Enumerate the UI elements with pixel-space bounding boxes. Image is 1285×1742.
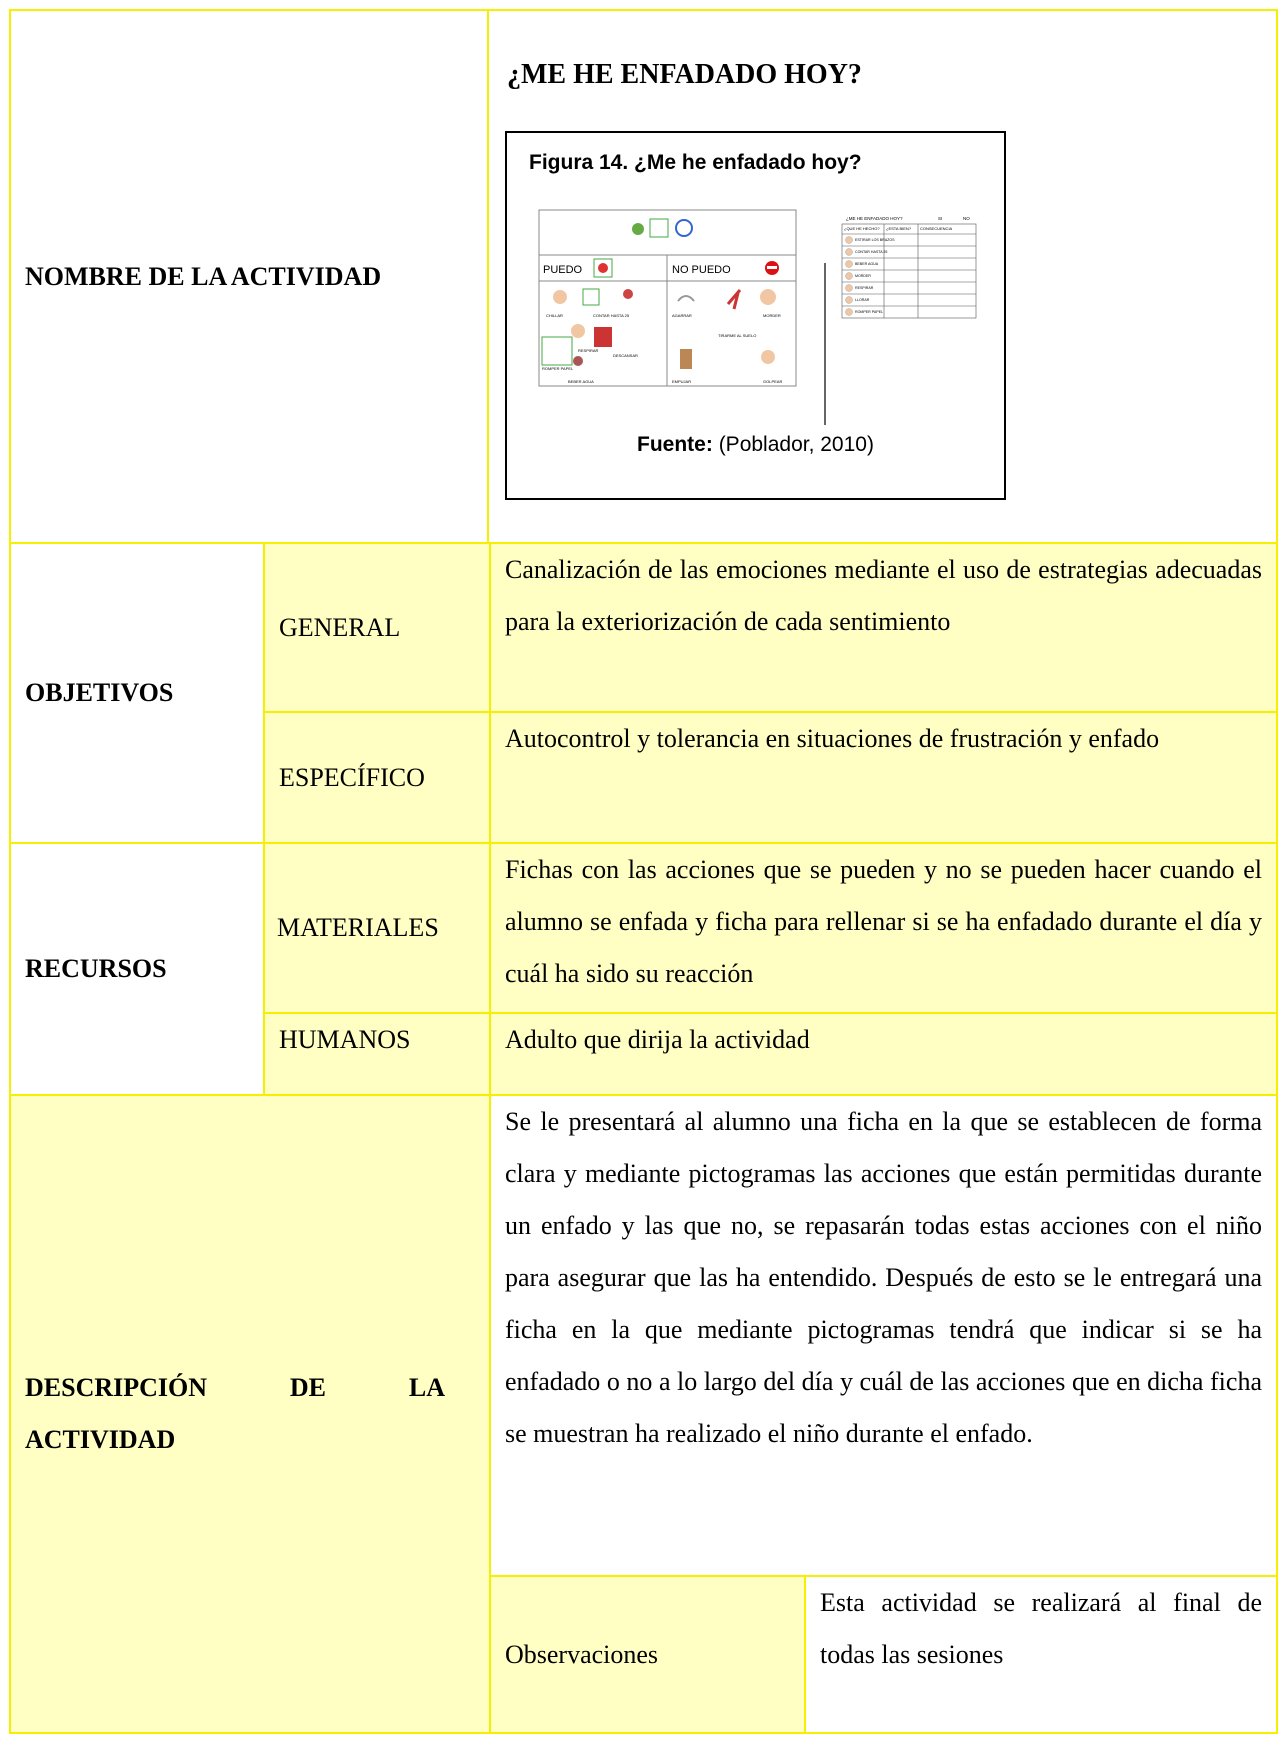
icon (680, 349, 692, 369)
icon (649, 218, 669, 238)
icon (594, 327, 612, 347)
description-label: DESCRIPCIÓN DE LA ACTIVIDAD (25, 1373, 445, 1454)
icon (845, 260, 853, 268)
sheet-row: ESTIRAR LOS BRAZOS (855, 238, 895, 242)
source-label: Fuente: (637, 433, 713, 456)
label-cell: NOMBRE DE LA ACTIVIDAD (9, 9, 489, 544)
icon (541, 336, 573, 366)
objectives-label: OBJETIVOS (25, 678, 174, 707)
figure-source: Fuente: (Poblador, 2010) (507, 433, 1004, 457)
specific-label: ESPECÍFICO (279, 762, 425, 792)
icon (761, 350, 775, 364)
sheet-grid (841, 223, 977, 319)
icon (632, 223, 644, 235)
icon (726, 289, 742, 310)
sub-label-cell: HUMANOS (263, 1012, 491, 1096)
sub-label-cell: GENERAL (263, 542, 491, 713)
record-sheet: ¿ME HE ENFADADO HOY? SI NO ¿QUE HE HECHO? ¿E… (841, 216, 977, 319)
pictogram-label: TIRARME AL SUELO (718, 333, 756, 338)
activity-title: ¿ME HE ENFADADO HOY? (507, 59, 862, 90)
pictogram-label: AGARRAR (672, 313, 692, 318)
sub-label-cell: MATERIALES (263, 842, 491, 1014)
icon (593, 258, 613, 278)
sheet-row: RESPIRAR (855, 286, 874, 290)
pictogram-label: RESPIRAR (578, 348, 599, 353)
pictogram-label: CHILLAR (546, 313, 563, 318)
notes-text: Esta actividad se realizará al final de … (820, 1588, 1262, 1669)
icon (845, 296, 853, 304)
sheet-row: CONTAR HASTA 25 (855, 250, 887, 254)
text-cell: Se le presentará al alumno una ficha en … (489, 1094, 1278, 1577)
notes-label: Observaciones (505, 1639, 659, 1669)
pictogram-label: BEBER AGUA (568, 379, 594, 384)
sheet-header: CONSECUENCIA (920, 226, 953, 231)
materials-label: MATERIALES (277, 913, 439, 942)
icon (845, 272, 853, 280)
pictogram-label: DESCANSAR (613, 353, 638, 358)
sheet-title: ¿ME HE ENFADADO HOY? (846, 216, 903, 221)
pictogram-label: EMPUJAR (672, 379, 691, 384)
icon (845, 284, 853, 292)
pictogram-label: GOLPEAR (763, 379, 782, 384)
materials-text: Fichas con las acciones que se pueden y … (505, 855, 1262, 988)
source: (Poblador, 2010) (718, 433, 874, 456)
pictogram-sheet: PUEDO NO PUEDO CHILLAR CONTAR HASTA 25 AGARR… (538, 209, 797, 387)
general-text: Canalización de las emociones mediante e… (505, 555, 1262, 636)
label-cell: RECURSOS (9, 842, 265, 1096)
icon (677, 295, 695, 302)
resources-label: RECURSOS (25, 954, 167, 983)
icon (675, 219, 693, 237)
text-cell: Adulto que dirija la actividad (489, 1012, 1278, 1096)
icon (623, 289, 633, 299)
general-label: GENERAL (279, 612, 401, 642)
icon (767, 266, 777, 269)
yes-label: SI (938, 216, 942, 221)
icon (582, 288, 600, 306)
pictogram-label: MORDER (763, 313, 781, 318)
text-cell: Canalización de las emociones mediante e… (489, 542, 1278, 713)
cannot-label: NO PUEDO (672, 264, 731, 276)
activity-label: NOMBRE DE LA ACTIVIDAD (25, 261, 382, 291)
specific-text: Autocontrol y tolerancia en situaciones … (505, 724, 1160, 753)
sheet-header: ¿QUE HE HECHO? (844, 226, 880, 231)
figure: Figura 14. ¿Me he enfadado hoy? PUEDO NO … (505, 131, 1006, 500)
sheet-row: ROMPER PAPEL (855, 310, 883, 314)
figure-caption: Figura 14. ¿Me he enfadado hoy? (529, 151, 862, 174)
sheet-row: BEBER AGUA (855, 262, 879, 266)
human-label: HUMANOS (279, 1025, 411, 1054)
label-cell: DESCRIPCIÓN DE LA ACTIVIDAD (9, 1094, 491, 1734)
icon (845, 308, 853, 316)
pictogram-label: ROMPER PAPEL (542, 366, 574, 371)
can-label: PUEDO (543, 264, 583, 276)
sheet-row: LLORAR (855, 298, 870, 302)
sub-label-cell: Observaciones (489, 1575, 806, 1734)
no-label: NO (963, 216, 970, 221)
icon (571, 324, 585, 338)
text-cell: Esta actividad se realizará al final de … (804, 1575, 1278, 1734)
label-cell: OBJETIVOS (9, 542, 265, 844)
icon (598, 263, 608, 273)
text-cell: Fichas con las acciones que se pueden y … (489, 842, 1278, 1014)
text-cell: Autocontrol y tolerancia en situaciones … (489, 711, 1278, 844)
sheet-row: MORDER (855, 274, 871, 278)
separator (824, 263, 826, 425)
human-text: Adulto que dirija la actividad (505, 1025, 810, 1054)
sub-label-cell: ESPECÍFICO (263, 711, 491, 844)
pictogram-label: CONTAR HASTA 25 (593, 313, 630, 318)
icon (573, 356, 583, 366)
icon (553, 290, 567, 304)
icon (760, 289, 776, 305)
sheet-header: ¿ESTA BIEN? (886, 226, 912, 231)
description-text: Se le presentará al alumno una ficha en … (505, 1107, 1262, 1448)
icon (845, 236, 853, 244)
icon (845, 248, 853, 256)
